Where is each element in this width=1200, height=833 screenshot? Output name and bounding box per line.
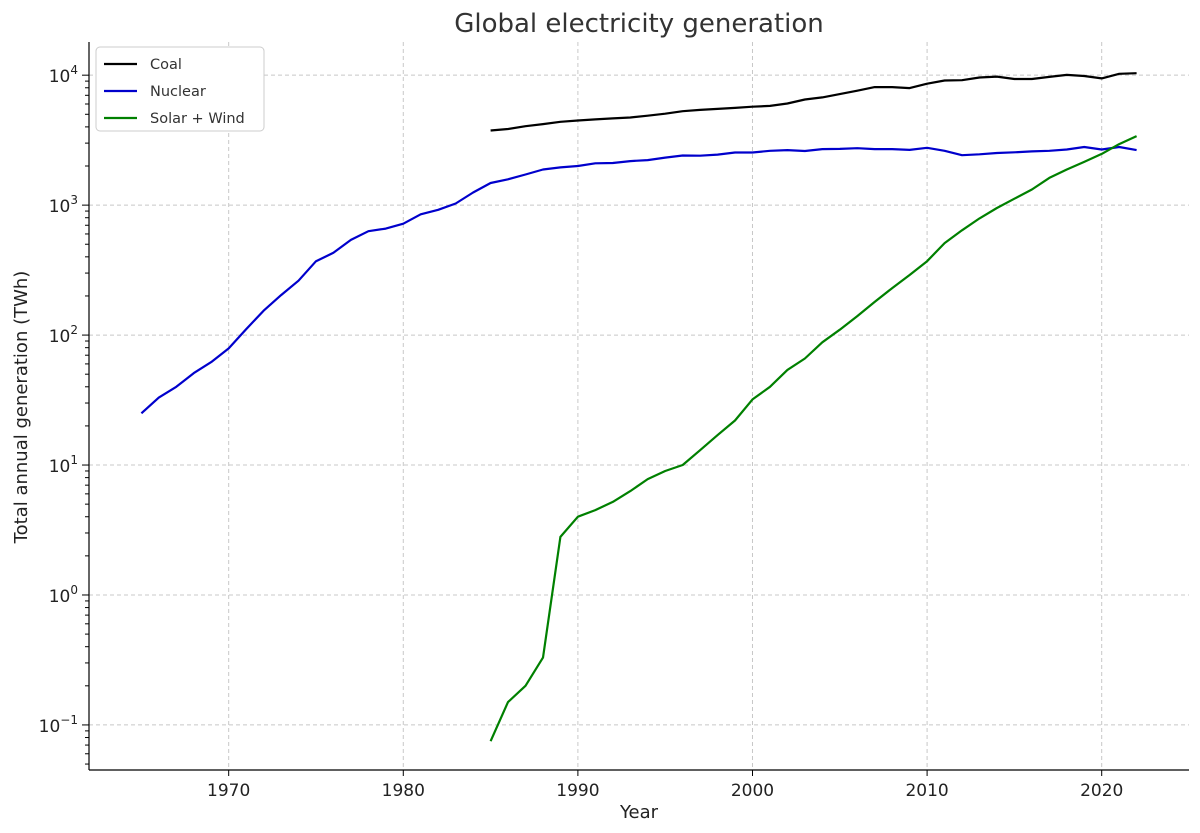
legend: Coal Nuclear Solar + Wind xyxy=(95,46,265,132)
series-line-coal xyxy=(490,72,1137,132)
x-tick-label: 2000 xyxy=(731,781,774,801)
axes: 1970 1980 1990 2000 2010 2020 10−1 100 101 102 103… xyxy=(39,42,1189,801)
legend-label-solar-wind: Solar + Wind xyxy=(150,111,245,127)
y-tick-label: 100 xyxy=(49,583,78,607)
y-tick-label: 104 xyxy=(49,63,78,87)
x-tick-label: 2010 xyxy=(905,781,948,801)
series-line-solar-wind xyxy=(489,135,1138,742)
series-line-nuclear xyxy=(140,145,1137,415)
x-tick-label: 1970 xyxy=(207,781,250,801)
legend-label-nuclear: Nuclear xyxy=(150,84,206,100)
y-tick-label: 10−1 xyxy=(39,713,78,737)
x-tick-label: 2020 xyxy=(1080,781,1123,801)
y-axis-label: Total annual generation (TWh) xyxy=(11,271,32,545)
legend-label-coal: Coal xyxy=(150,57,182,73)
y-tick-label: 101 xyxy=(49,453,78,477)
chart-title: Global electricity generation xyxy=(454,9,824,39)
x-axis-label: Year xyxy=(619,802,659,823)
legend-frame xyxy=(95,46,265,132)
grid xyxy=(89,42,1189,770)
x-tick-label: 1990 xyxy=(556,781,599,801)
y-tick-label: 103 xyxy=(49,193,78,217)
legend-items: Coal Nuclear Solar + Wind xyxy=(104,57,245,127)
y-tick-label: 102 xyxy=(49,323,78,347)
series xyxy=(140,72,1138,742)
x-tick-label: 1980 xyxy=(382,781,425,801)
